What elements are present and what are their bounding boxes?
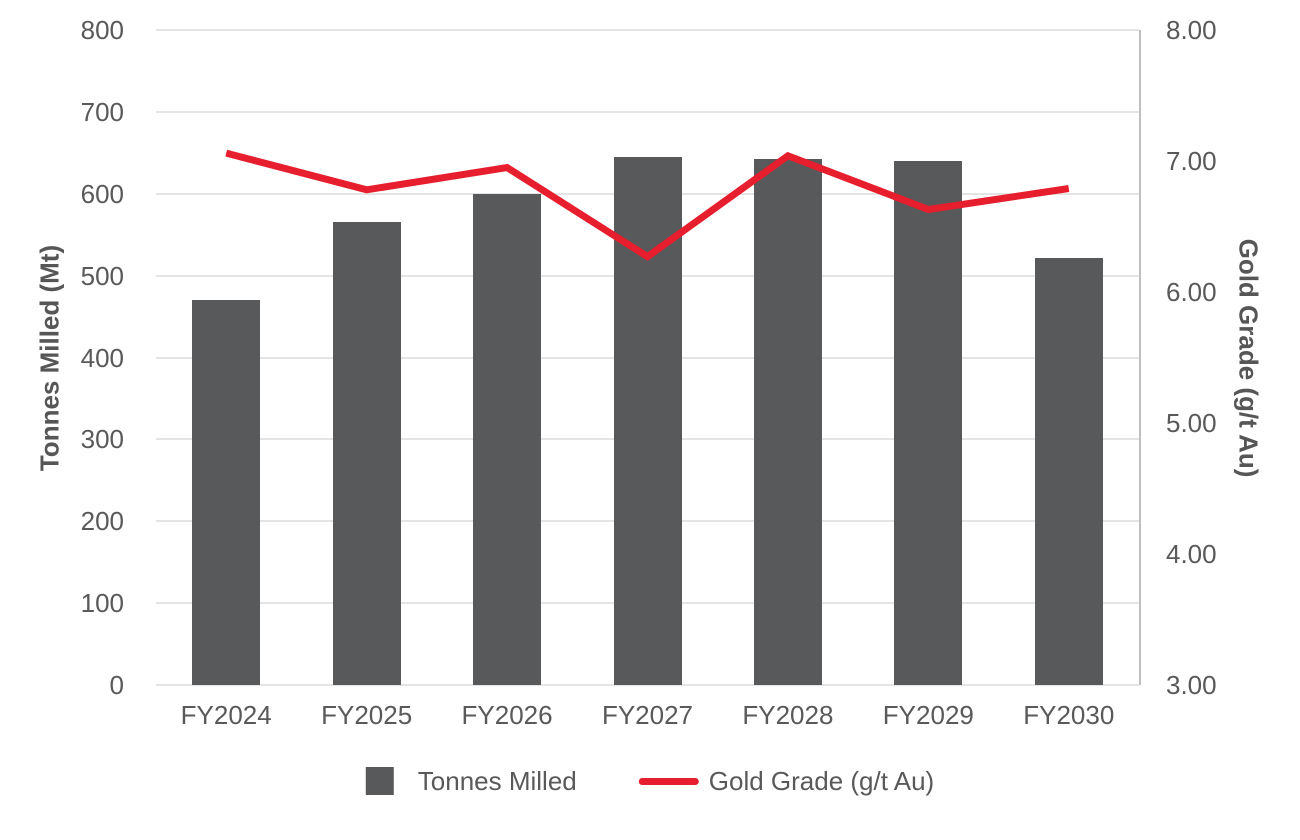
x-axis-label-FY2025: FY2025 <box>321 700 413 730</box>
bar-FY2028 <box>753 159 822 685</box>
right-axis-tick: 8.00 <box>1166 15 1217 45</box>
bar-swatch-icon <box>365 767 394 795</box>
right-axis-line <box>1139 30 1141 685</box>
legend-item-tonnes-milled: Tonnes Milled <box>365 766 577 796</box>
right-axis-tick: 3.00 <box>1166 670 1217 700</box>
left-axis-tick: 300 <box>80 424 124 455</box>
left-axis-tick: 700 <box>80 96 124 127</box>
bar-FY2029 <box>894 161 963 685</box>
bar-FY2024 <box>192 300 261 685</box>
left-axis-title: Tonnes Milled (Mt) <box>34 244 65 471</box>
bar-FY2027 <box>613 156 682 685</box>
line-swatch-icon <box>638 777 699 785</box>
left-axis-tick: 800 <box>80 15 124 45</box>
right-axis-tick: 7.00 <box>1166 146 1217 176</box>
legend-label-gold-grade: Gold Grade (g/t Au) <box>708 766 935 796</box>
gridline <box>156 110 1139 113</box>
legend-item-gold-grade: Gold Grade (g/t Au) <box>638 766 935 796</box>
x-axis-label-FY2024: FY2024 <box>180 700 272 730</box>
bar-FY2026 <box>473 193 542 685</box>
bar-FY2025 <box>332 222 401 685</box>
left-axis-tick: 500 <box>80 260 124 291</box>
x-axis-label-FY2026: FY2026 <box>461 700 553 730</box>
gridline <box>156 29 1139 31</box>
legend: Tonnes Milled Gold Grade (g/t Au) <box>365 766 935 796</box>
right-axis-tick: 5.00 <box>1166 408 1217 438</box>
x-axis-label-FY2029: FY2029 <box>882 700 974 730</box>
left-axis-tick: 0 <box>109 670 124 700</box>
x-axis-label-FY2030: FY2030 <box>1023 700 1115 730</box>
left-axis-tick: 400 <box>80 342 124 373</box>
right-axis-tick: 6.00 <box>1166 277 1217 307</box>
bar-FY2030 <box>1034 257 1103 685</box>
left-axis-tick: 200 <box>80 506 124 537</box>
x-axis-label-FY2027: FY2027 <box>601 700 694 730</box>
right-axis-tick: 4.00 <box>1166 539 1217 569</box>
x-axis-label-FY2028: FY2028 <box>742 700 834 730</box>
left-axis-tick: 100 <box>80 588 124 619</box>
right-axis-title: Gold Grade (g/t Au) <box>1233 238 1264 477</box>
legend-label-tonnes-milled: Tonnes Milled <box>417 766 577 796</box>
left-axis-tick: 600 <box>80 178 124 209</box>
